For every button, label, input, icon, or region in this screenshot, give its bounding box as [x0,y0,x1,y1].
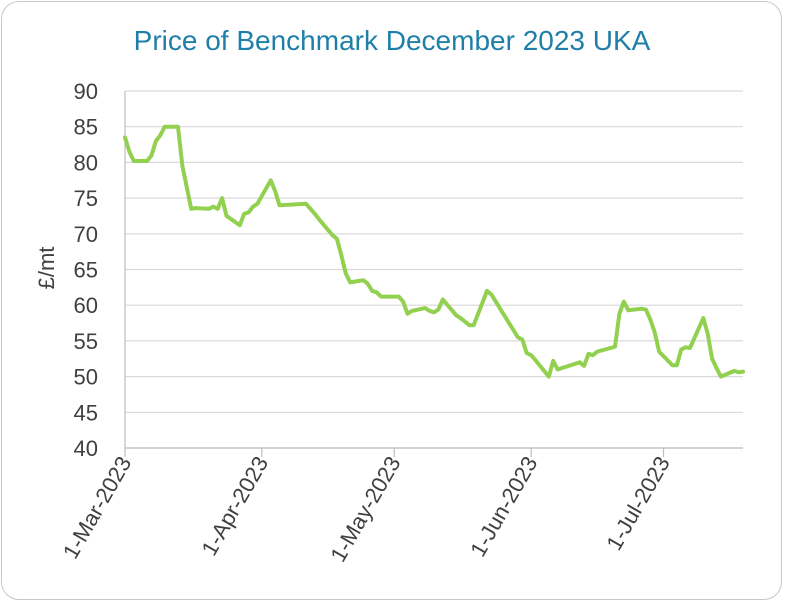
x-tick-label: 1-May-2023 [325,452,405,566]
y-tick-label: 80 [74,150,98,175]
y-tick-label: 65 [74,258,98,283]
grid-lines [125,90,743,449]
x-tick-label: 1-Apr-2023 [196,452,273,560]
x-tick-label: 1-Jun-2023 [465,452,542,561]
y-tick-label: 75 [74,186,98,211]
x-tick-label: 1-Mar-2023 [58,452,137,563]
x-tick-label: 1-Jul-2023 [601,452,675,555]
chart-title: Price of Benchmark December 2023 UKA [134,25,651,56]
series-line [123,124,745,379]
y-tick-label: 90 [74,79,98,104]
y-axis-label: £/mt [34,247,59,290]
y-tick-label: 85 [74,115,98,140]
y-tick-label: 45 [74,400,98,425]
y-tick-label: 40 [74,436,98,461]
y-tick-label: 55 [74,329,98,354]
axes: 40 45 50 55 60 65 70 75 80 85 90 1-Mar-2023 1-Apr-20… [58,79,743,566]
series-layer [123,124,745,379]
y-tick-label: 60 [74,293,98,318]
y-tick-label: 50 [74,365,98,390]
y-tick-label: 70 [74,222,98,247]
